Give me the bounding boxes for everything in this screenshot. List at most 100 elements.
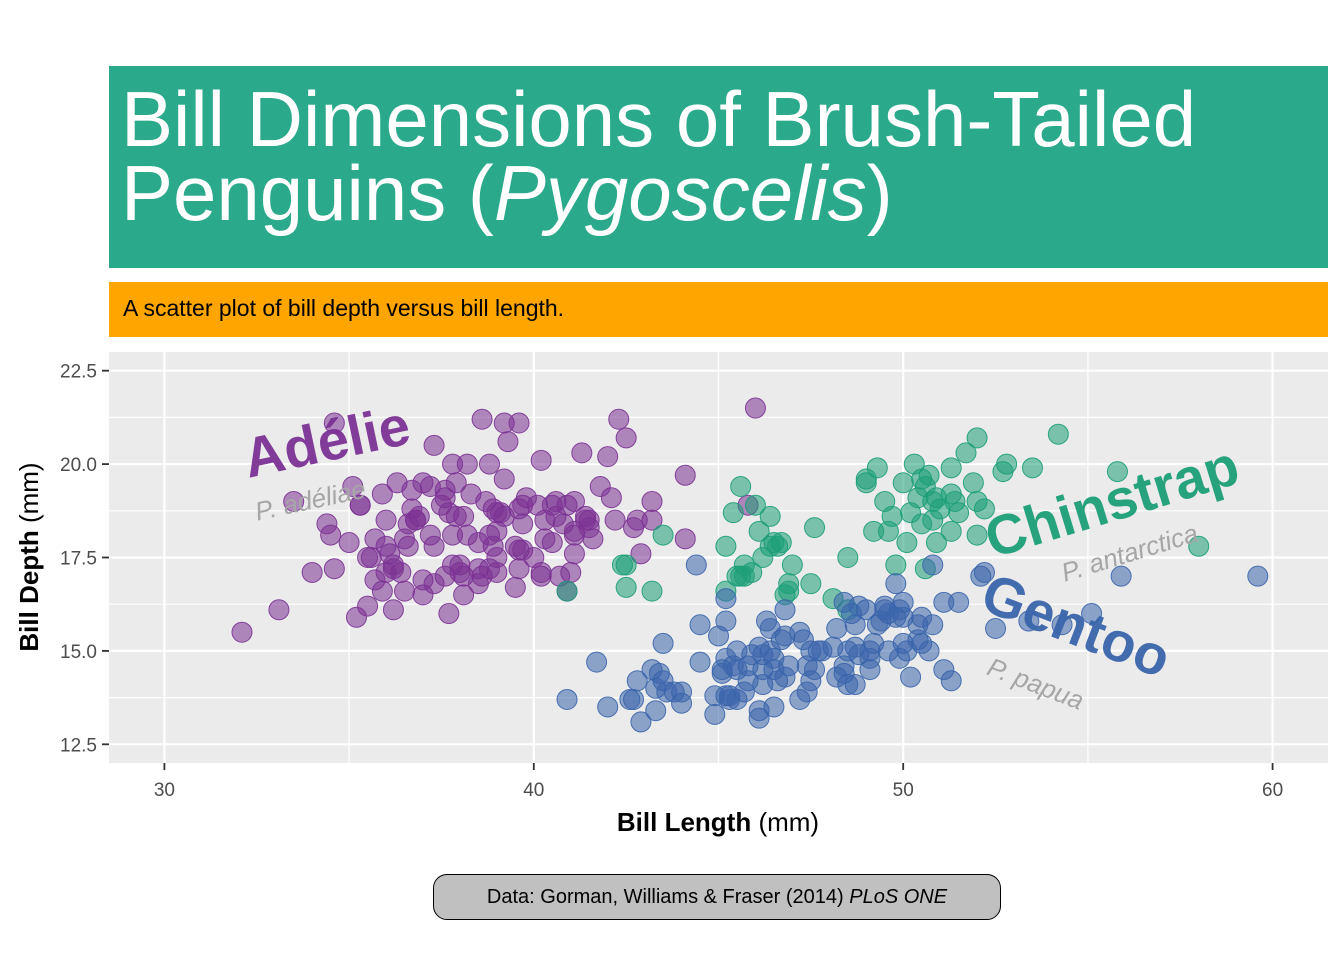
data-point-chinstrap (759, 505, 781, 527)
data-point-adelie (508, 558, 530, 580)
title-line-1: Bill Dimensions of Brush-Tailed (121, 75, 1197, 163)
data-point-adelie (582, 528, 604, 550)
data-point-gentoo (630, 711, 652, 733)
data-point-chinstrap (556, 580, 578, 602)
data-point-gentoo (685, 554, 707, 576)
data-point-gentoo (892, 591, 914, 613)
data-point-adelie (523, 547, 545, 568)
grid-lines (109, 352, 1328, 763)
data-point-adelie (604, 509, 626, 531)
title-banner: Bill Dimensions of Brush-Tailed Penguins… (109, 66, 1328, 268)
data-source-caption: Data: Gorman, Williams & Fraser (2014) P… (433, 874, 1001, 920)
data-point-gentoo (796, 681, 818, 703)
data-point-chinstrap (1047, 423, 1069, 445)
data-point-gentoo (948, 591, 970, 613)
data-point-chinstrap (925, 532, 947, 554)
x-axis-title-unit: (mm) (751, 807, 819, 837)
data-point-gentoo (918, 640, 940, 662)
data-point-chinstrap (940, 457, 962, 479)
data-point-gentoo (774, 599, 796, 621)
data-point-adelie (493, 468, 515, 490)
y-axis-title-bold: Bill Depth (14, 530, 44, 651)
data-point-adelie (615, 427, 637, 449)
data-point-adelie (575, 505, 597, 527)
data-point-chinstrap (918, 464, 940, 486)
data-point-gentoo (985, 617, 1007, 639)
data-point-adelie (630, 543, 652, 565)
data-point-gentoo (556, 688, 578, 710)
data-point-adelie (283, 490, 305, 512)
data-point-gentoo (889, 647, 911, 669)
data-point-gentoo (940, 670, 962, 692)
data-point-adelie (597, 446, 619, 468)
data-point-adelie (560, 561, 582, 583)
y-axis-title-unit: (mm) (14, 462, 44, 530)
data-point-chinstrap (896, 532, 918, 554)
data-point-chinstrap (800, 573, 822, 595)
data-point-gentoo (922, 614, 944, 636)
data-point-gentoo (900, 666, 922, 688)
data-point-gentoo (626, 670, 648, 692)
y-tick-label: 15.0 (60, 642, 97, 663)
data-point-adelie (744, 397, 766, 419)
data-point-chinstrap (866, 457, 888, 479)
data-point-adelie (471, 408, 493, 430)
data-point-adelie (371, 580, 393, 602)
data-point-chinstrap (730, 565, 752, 587)
x-axis-title: Bill Length (mm) (617, 807, 819, 837)
data-point-chinstrap (837, 547, 859, 568)
x-tick-label: 30 (154, 780, 175, 801)
data-point-chinstrap (1021, 457, 1043, 479)
data-point-adelie (342, 476, 364, 498)
data-point-chinstrap (652, 524, 674, 546)
data-point-adelie (320, 524, 342, 546)
data-point-chinstrap (996, 453, 1018, 475)
data-point-chinstrap (966, 524, 988, 546)
data-point-gentoo (844, 674, 866, 696)
data-point-gentoo (859, 659, 881, 681)
data-point-chinstrap (892, 472, 914, 494)
data-point-gentoo (741, 644, 763, 666)
data-point-gentoo (689, 651, 711, 673)
data-point-chinstrap (778, 573, 800, 595)
data-point-adelie (563, 524, 585, 546)
data-point-adelie (641, 509, 663, 531)
data-point-adelie (423, 535, 445, 557)
data-point-gentoo (623, 688, 645, 710)
data-point-adelie (563, 490, 585, 512)
data-point-chinstrap (966, 427, 988, 449)
data-point-gentoo (1051, 614, 1073, 636)
data-point-gentoo (597, 696, 619, 718)
title-genus: Pygoscelis (493, 149, 867, 237)
data-point-adelie (231, 621, 253, 643)
data-point-chinstrap (781, 554, 803, 576)
caption-journal: PLoS ONE (849, 885, 948, 908)
data-point-gentoo (1018, 610, 1040, 632)
y-tick-label: 20.0 (60, 455, 97, 476)
data-point-adelie (412, 472, 434, 494)
data-point-chinstrap (962, 472, 984, 494)
x-tick-label: 40 (523, 780, 544, 801)
data-point-adelie (323, 558, 345, 580)
data-point-adelie (530, 449, 552, 471)
data-point-adelie (641, 490, 663, 512)
data-point-adelie (600, 487, 622, 509)
data-point-adelie (571, 442, 593, 464)
data-point-adelie (323, 412, 345, 434)
subtitle-banner: A scatter plot of bill depth versus bill… (109, 282, 1328, 337)
data-point-chinstrap (885, 554, 907, 576)
data-point-gentoo (885, 573, 907, 595)
data-point-adelie (405, 509, 427, 531)
subtitle: A scatter plot of bill depth versus bill… (123, 295, 565, 321)
data-point-adelie (674, 528, 696, 550)
data-point-gentoo (586, 651, 608, 673)
x-tick-label: 60 (1262, 780, 1283, 801)
data-point-chinstrap (615, 554, 637, 576)
data-point-adelie (456, 453, 478, 475)
y-tick-label: 12.5 (60, 735, 97, 756)
data-point-gentoo (922, 554, 944, 576)
data-point-adelie (467, 573, 489, 595)
x-axis-title-bold: Bill Length (617, 807, 751, 837)
data-point-chinstrap (715, 535, 737, 557)
